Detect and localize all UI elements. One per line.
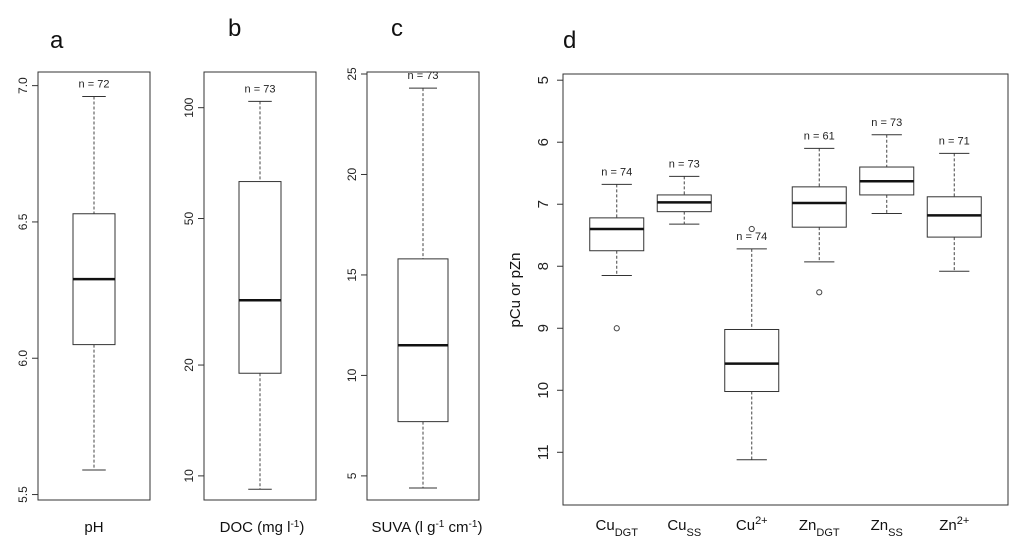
outlier-point	[816, 289, 823, 296]
category-label-2: Cu2+	[736, 515, 768, 534]
n-label: n = 73	[245, 83, 276, 95]
panel-c-x-label-end: )	[477, 519, 482, 536]
panel-d-y-tick-label: 10	[535, 382, 552, 399]
iqr-box	[791, 186, 847, 228]
category-label-5: Zn2+	[939, 515, 969, 534]
category-label-sub: DGT	[816, 527, 840, 539]
n-label: n = 73	[669, 158, 700, 170]
panel-a-frame	[37, 71, 151, 501]
panel-a-y-tick-label: 6.5	[16, 213, 30, 230]
n-label: n = 72	[79, 79, 110, 91]
panel-d-box-1: n = 73	[656, 158, 712, 225]
panel-d-y-label: pCu or pZn	[507, 252, 524, 327]
category-label-1: CuSS	[667, 517, 701, 539]
panel-a-boxes: n = 72	[72, 79, 116, 471]
category-label-3: ZnDGT	[799, 517, 840, 539]
panel-a-box-0: n = 72	[72, 79, 116, 471]
panel-c-frame	[366, 71, 480, 501]
panel-d-y-tick-label: 9	[535, 324, 552, 332]
panel-a-y-tick-label: 6.0	[16, 350, 30, 367]
iqr-box	[238, 181, 282, 374]
panel-d-y-tick-label: 5	[535, 76, 552, 84]
panel-d-box-3: n = 61	[791, 130, 847, 296]
panel-c-boxes: n = 73	[397, 70, 449, 489]
panel-d-y-tick-label: 8	[535, 262, 552, 270]
panel-c-y-tick-label: 25	[345, 67, 359, 81]
panel-b-y-tick-label: 50	[182, 212, 196, 226]
category-label-sup: 2+	[957, 515, 970, 527]
n-label: n = 61	[804, 130, 835, 142]
panel-a-y-tick-label: 7.0	[16, 77, 30, 94]
category-label-base: Cu	[667, 517, 686, 534]
panel-b-boxes: n = 73	[238, 83, 282, 490]
panel-c-x-label-mid: cm	[444, 519, 468, 536]
panel-d-box-0: n = 74	[589, 166, 645, 332]
panel-c-y-axis: 5 10 15 20 25	[345, 67, 367, 479]
panel-c-y-tick-label: 10	[345, 368, 359, 382]
panel-letter-b: b	[228, 15, 241, 42]
panel-b-x-label: DOC (mg l-1)	[220, 519, 305, 537]
panel-d: 5 6 7 8 9 10 11 n = 74 n = 73 n = 74 n = 61 n = 73…	[507, 73, 1009, 539]
panel-c-x-label-sup1: -1	[435, 519, 444, 530]
n-label: n = 73	[871, 117, 902, 129]
panel-d-box-5: n = 71	[926, 135, 982, 272]
n-label: n = 74	[736, 231, 767, 243]
category-label-sub: SS	[888, 527, 903, 539]
panel-a-y-tick-label: 5.5	[16, 486, 30, 503]
panel-a-y-axis: 5.5 6.0 6.5 7.0	[16, 77, 38, 503]
outlier-point	[613, 325, 620, 332]
panel-b-y-axis: 10 20 50 100	[182, 97, 204, 483]
category-label-sub: SS	[687, 527, 702, 539]
panel-b-y-tick-label: 20	[182, 358, 196, 372]
panel-d-y-axis: 5 6 7 8 9 10 11	[535, 76, 563, 460]
category-label-4: ZnSS	[871, 517, 903, 539]
category-label-base: Zn	[939, 517, 957, 534]
panel-d-box-2: n = 74	[724, 225, 780, 461]
iqr-box	[589, 217, 645, 252]
panel-b-box-0: n = 73	[238, 83, 282, 490]
category-label-base: Cu	[596, 517, 615, 534]
panel-c-x-label: SUVA (l g-1 cm-1)	[372, 519, 483, 537]
panel-letter-a: a	[50, 27, 64, 54]
n-label: n = 74	[601, 166, 632, 178]
iqr-box	[724, 328, 780, 393]
panel-d-y-tick-label: 7	[535, 200, 552, 208]
panel-b: 10 20 50 100 n = 73 DOC (mg l-1)	[182, 71, 317, 537]
panel-c-y-tick-label: 15	[345, 268, 359, 282]
n-label: n = 71	[939, 135, 970, 147]
panel-d-boxes: n = 74 n = 73 n = 74 n = 61 n = 73 n = 71	[589, 117, 982, 461]
panel-letter-c: c	[391, 15, 403, 42]
n-label: n = 73	[408, 70, 439, 82]
category-label-0: CuDGT	[596, 517, 639, 539]
outlier-point	[748, 225, 755, 233]
panel-d-y-tick-label: 6	[535, 138, 552, 146]
category-label-sub: DGT	[615, 527, 639, 539]
category-label-base: Zn	[799, 517, 817, 534]
panel-b-x-label-sup: -1	[290, 519, 299, 530]
panel-d-box-4: n = 73	[859, 117, 915, 215]
panel-letter-d: d	[563, 27, 576, 54]
panel-c-x-label-sup2: -1	[469, 519, 478, 530]
panel-d-frame	[562, 73, 1009, 506]
panel-d-y-tick-label: 11	[535, 444, 552, 460]
panel-c-y-tick-label: 5	[345, 472, 359, 479]
category-label-base: Zn	[871, 517, 889, 534]
category-label-base: Cu	[736, 517, 755, 534]
panel-b-y-tick-label: 100	[182, 97, 196, 117]
panel-b-frame	[203, 71, 317, 501]
panel-a: 5.5 6.0 6.5 7.0 n = 72 pH	[16, 71, 151, 536]
panel-b-y-tick-label: 10	[182, 469, 196, 483]
panel-a-x-label: pH	[84, 519, 103, 536]
panel-b-x-label-end: )	[299, 519, 304, 536]
category-label-sup: 2+	[755, 515, 768, 527]
iqr-box	[926, 196, 982, 238]
panel-c-x-label-main: SUVA (l g	[372, 519, 436, 536]
panel-c-box-0: n = 73	[397, 70, 449, 489]
iqr-box	[397, 258, 449, 423]
panel-c-y-tick-label: 20	[345, 167, 359, 181]
panel-b-x-label-main: DOC (mg l	[220, 519, 291, 536]
panel-d-x-labels: CuDGT CuSS Cu2+ ZnDGT ZnSS Zn2+	[596, 515, 970, 539]
